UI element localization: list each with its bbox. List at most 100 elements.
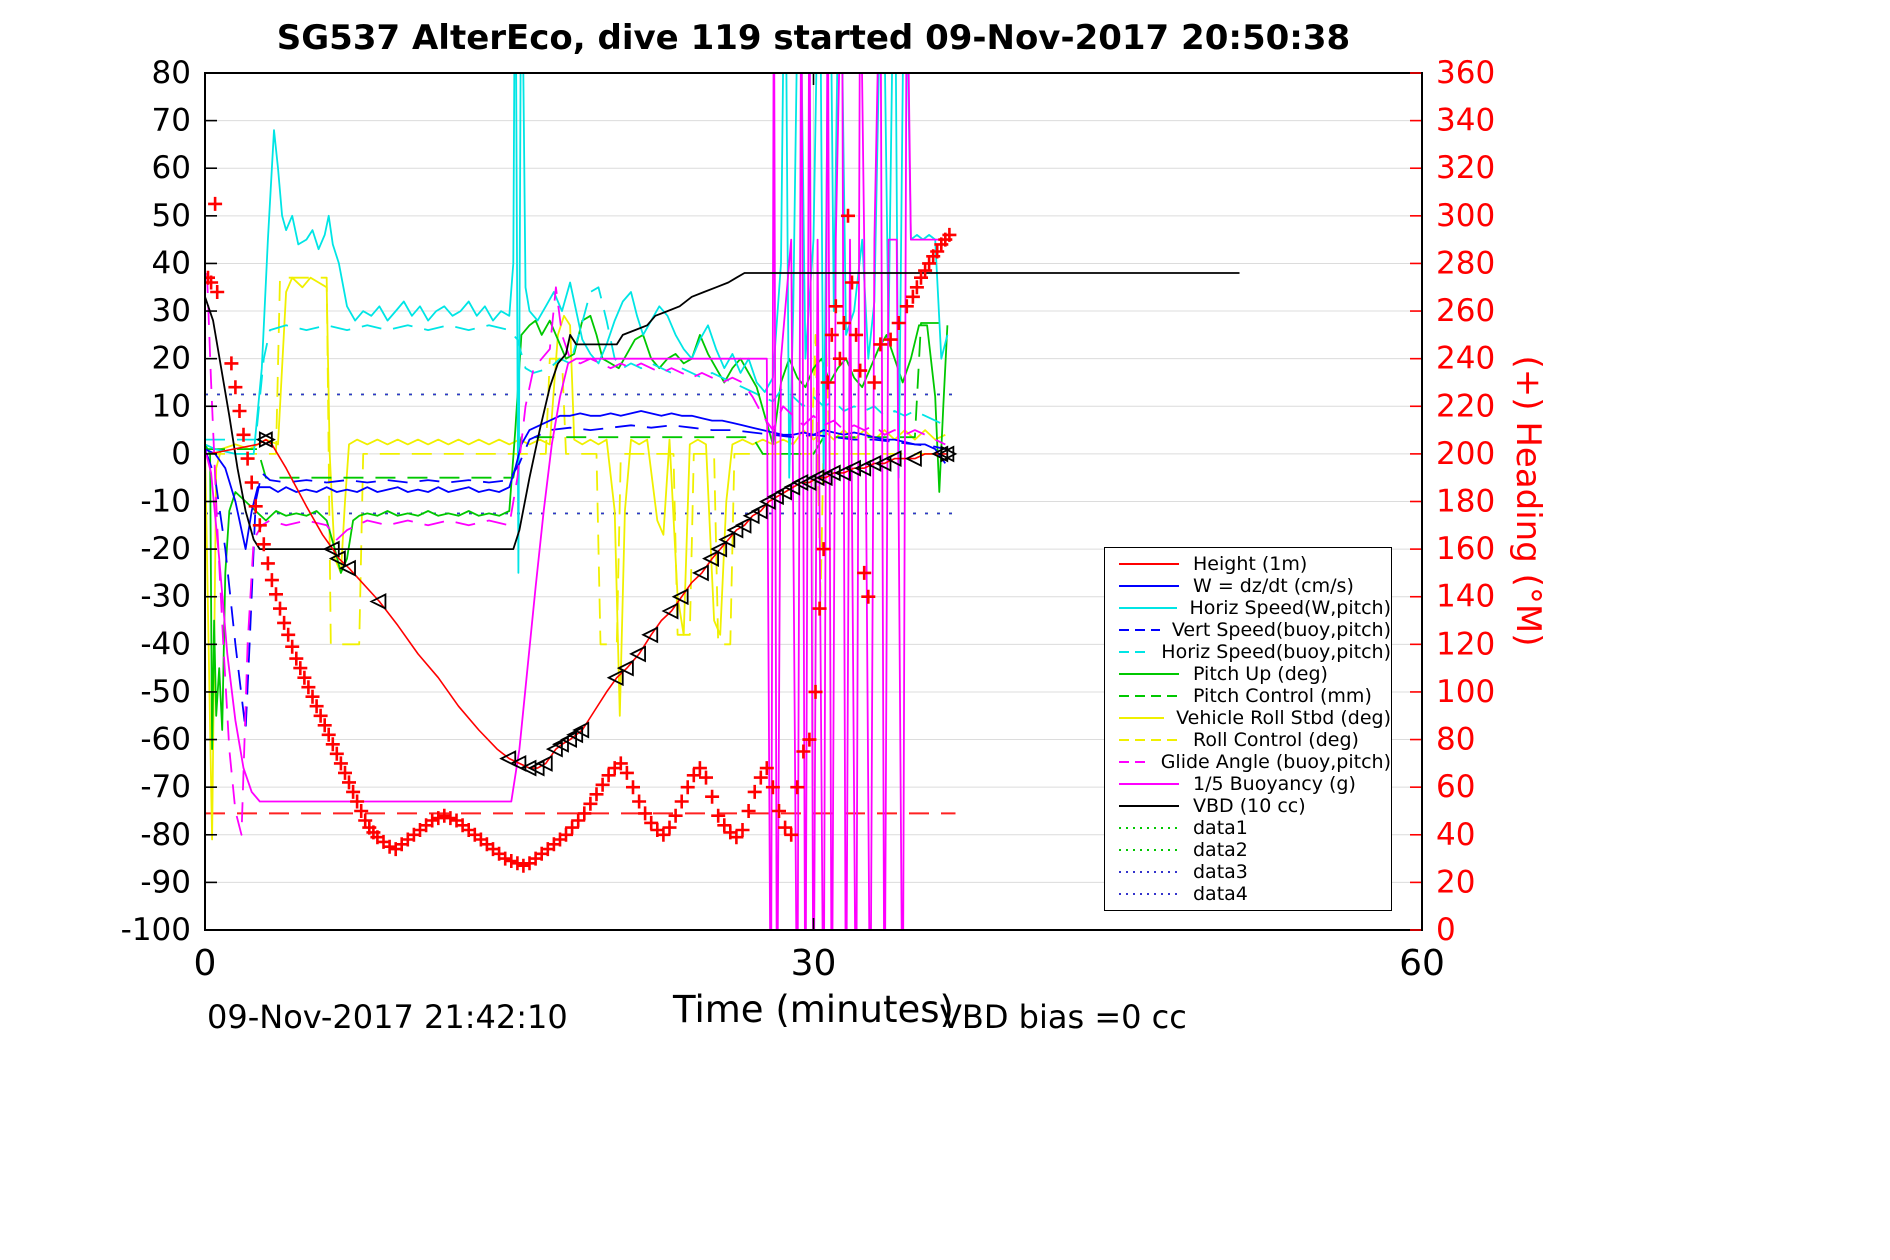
left-tick-label: 60 — [152, 150, 191, 186]
left-tick-label: 0 — [171, 436, 191, 472]
series-horiz-speed-buoy — [205, 286, 946, 441]
legend-line-sample — [1119, 695, 1179, 697]
series-pitch-control — [205, 322, 948, 479]
legend-line-sample — [1119, 651, 1150, 653]
left-tick-label: -70 — [140, 769, 191, 805]
right-tick-label: 0 — [1436, 912, 1456, 948]
series-layer — [205, 73, 1240, 930]
legend-line-sample — [1119, 783, 1179, 785]
left-tick-label: -50 — [140, 674, 191, 710]
legend-line-sample — [1119, 739, 1179, 741]
left-tick-label: -30 — [140, 579, 191, 615]
series-pitch-up — [205, 314, 949, 750]
legend-label: Pitch Control (mm) — [1193, 685, 1372, 707]
legend-item: 1/5 Buoyancy (g) — [1105, 773, 1391, 795]
right-y-axis-label: (+) Heading (°M) — [1508, 355, 1548, 647]
legend-item: Vert Speed(buoy,pitch) — [1105, 619, 1391, 641]
right-tick-label: 60 — [1436, 769, 1475, 805]
legend-line-sample — [1119, 673, 1179, 675]
series-height — [208, 431, 958, 777]
legend-item: data1 — [1105, 817, 1391, 839]
left-tick-label: 30 — [152, 293, 191, 329]
legend-item: data3 — [1105, 861, 1391, 883]
legend-item: Horiz Speed(W,pitch) — [1105, 597, 1391, 619]
legend-item: Roll Control (deg) — [1105, 729, 1391, 751]
timestamp-label: 09-Nov-2017 21:42:10 — [207, 998, 568, 1036]
left-tick-label: -90 — [140, 864, 191, 900]
left-tick-label: -40 — [140, 626, 191, 662]
left-tick-label: 40 — [152, 245, 191, 281]
x-tick-label: 60 — [1399, 943, 1445, 984]
legend-line-sample — [1119, 717, 1165, 719]
legend-label: Horiz Speed(buoy,pitch) — [1161, 641, 1391, 663]
legend-label: data3 — [1193, 861, 1248, 883]
legend-label: data2 — [1193, 839, 1248, 861]
right-tick-label: 40 — [1436, 817, 1475, 853]
legend-item: Glide Angle (buoy,pitch) — [1105, 751, 1391, 773]
left-tick-label: 70 — [152, 103, 191, 139]
right-tick-label: 300 — [1436, 198, 1495, 234]
x-tick-label: 30 — [791, 943, 837, 984]
left-tick-label: -60 — [140, 722, 191, 758]
right-tick-label: 140 — [1436, 579, 1495, 615]
legend-label: 1/5 Buoyancy (g) — [1193, 773, 1356, 795]
right-tick-label: 260 — [1436, 293, 1495, 329]
right-tick-label: 360 — [1436, 55, 1495, 91]
legend-line-sample — [1119, 563, 1179, 565]
legend-line-sample — [1119, 761, 1149, 763]
left-tick-label: 80 — [152, 55, 191, 91]
legend-label: data4 — [1193, 883, 1248, 905]
legend-item: Horiz Speed(buoy,pitch) — [1105, 641, 1391, 663]
right-tick-label: 340 — [1436, 103, 1495, 139]
legend-item: VBD (10 cc) — [1105, 795, 1391, 817]
legend: Height (1m) W = dz/dt (cm/s) Horiz Speed(W… — [1104, 547, 1392, 911]
legend-item: Height (1m) — [1105, 553, 1391, 575]
left-tick-label: -10 — [140, 484, 191, 520]
legend-item: Pitch Up (deg) — [1105, 663, 1391, 685]
legend-line-sample — [1119, 871, 1179, 873]
series-horiz-speed-w — [205, 73, 949, 574]
legend-line-sample — [1119, 893, 1179, 895]
legend-label: Vert Speed(buoy,pitch) — [1171, 619, 1391, 641]
legend-item: Vehicle Roll Stbd (deg) — [1105, 707, 1391, 729]
legend-label: Horiz Speed(W,pitch) — [1189, 597, 1391, 619]
legend-label: VBD (10 cc) — [1193, 795, 1306, 817]
left-tick-label: 10 — [152, 388, 191, 424]
legend-line-sample — [1119, 805, 1179, 807]
legend-label: data1 — [1193, 817, 1248, 839]
right-tick-label: 280 — [1436, 245, 1495, 281]
left-tick-label: 20 — [152, 341, 191, 377]
legend-label: W = dz/dt (cm/s) — [1193, 575, 1354, 597]
right-tick-label: 240 — [1436, 341, 1495, 377]
legend-item: data4 — [1105, 883, 1391, 905]
right-tick-label: 180 — [1436, 484, 1495, 520]
series-vbd — [205, 272, 1240, 550]
vbd-bias-label: VBD bias =0 cc — [940, 998, 1187, 1036]
axes: -100-90-80-70-60-50-40-30-20-10010203040… — [121, 55, 1496, 984]
x-axis-label: Time (minutes) — [673, 988, 954, 1031]
right-tick-label: 160 — [1436, 531, 1495, 567]
series-roll-control — [205, 276, 946, 646]
right-tick-label: 220 — [1436, 388, 1495, 424]
legend-label: Glide Angle (buoy,pitch) — [1160, 751, 1391, 773]
right-tick-label: 120 — [1436, 626, 1495, 662]
legend-line-sample — [1119, 827, 1179, 829]
legend-item: Pitch Control (mm) — [1105, 685, 1391, 707]
series-glide-angle — [206, 272, 946, 836]
right-tick-label: 320 — [1436, 150, 1495, 186]
right-tick-label: 20 — [1436, 864, 1475, 900]
legend-line-sample — [1119, 607, 1178, 609]
legend-label: Height (1m) — [1193, 553, 1308, 575]
right-tick-label: 80 — [1436, 722, 1475, 758]
right-tick-label: 100 — [1436, 674, 1495, 710]
legend-label: Roll Control (deg) — [1193, 729, 1359, 751]
left-tick-label: 50 — [152, 198, 191, 234]
legend-item: W = dz/dt (cm/s) — [1105, 575, 1391, 597]
legend-line-sample — [1119, 849, 1179, 851]
left-tick-label: -100 — [121, 912, 191, 948]
series-heading — [205, 196, 957, 873]
x-tick-label: 0 — [194, 943, 217, 984]
legend-line-sample — [1119, 629, 1160, 631]
left-tick-label: -20 — [140, 531, 191, 567]
